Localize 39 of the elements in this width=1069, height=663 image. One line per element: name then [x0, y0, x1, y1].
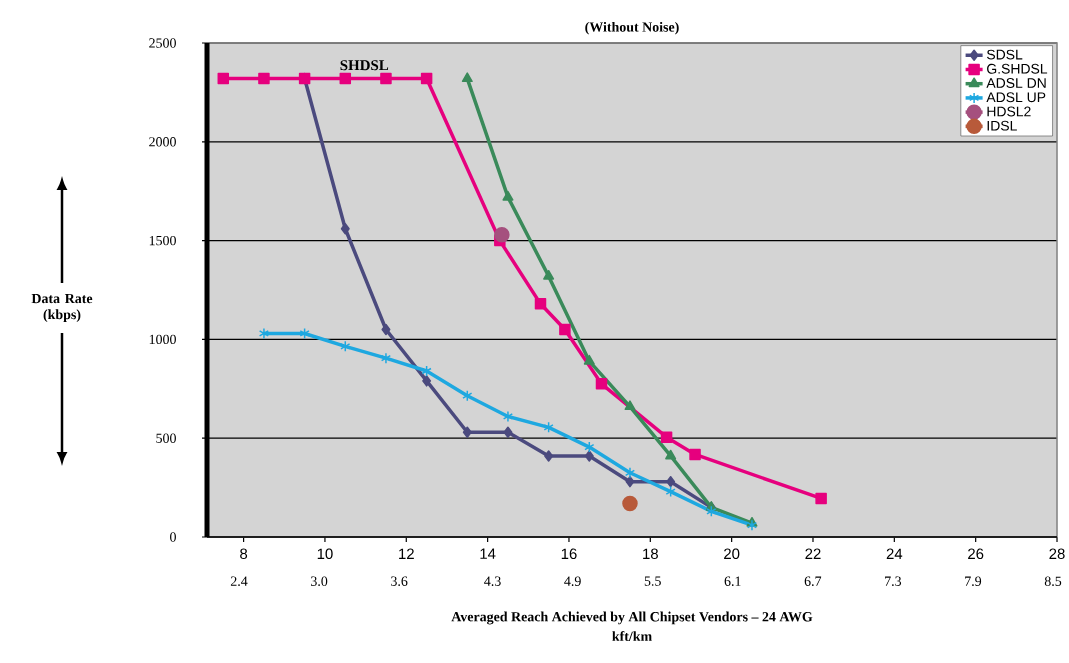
x-tick-label: 18 — [643, 548, 658, 560]
x2-tick-label: 6.7 — [804, 576, 822, 586]
x-tick-label: 28 — [1049, 548, 1065, 560]
legend-label: ADSL DN — [986, 78, 1046, 88]
x2-tick-label: 4.9 — [564, 576, 581, 586]
x2-tick-label: 5.5 — [644, 576, 661, 586]
x2-tick-label: 7.3 — [885, 576, 902, 586]
y-tick-label: 2000 — [149, 137, 176, 147]
x-tick-label: 24 — [886, 548, 903, 559]
x-tick-label: 22 — [805, 548, 821, 559]
x2-tick-label: 7.9 — [965, 576, 982, 586]
x2-tick-label: 6.1 — [724, 576, 741, 586]
x-tick-label: 10 — [317, 548, 333, 560]
y-axis-title: Data Rate (kbps) — [31, 293, 93, 323]
y-tick-label: 1500 — [149, 235, 176, 246]
y-tick-label: 2500 — [149, 38, 176, 48]
x2-tick-label: 3.0 — [311, 576, 328, 586]
x2-tick-label: 4.3 — [484, 576, 501, 586]
annotation: SHDSL — [340, 60, 389, 71]
x2-tick-label: 3.6 — [391, 576, 408, 586]
y-tick-label: 500 — [156, 433, 176, 443]
legend-label: IDSL — [987, 120, 1017, 131]
x2-axis-title: kft/km — [612, 631, 652, 641]
x-tick-label: 16 — [561, 548, 577, 560]
y-tick-label: 1000 — [149, 334, 176, 345]
x-tick-label: 20 — [724, 548, 740, 560]
legend-label: ADSL UP — [986, 92, 1046, 103]
x2-tick-label: 8.5 — [1044, 576, 1062, 586]
x-tick-label: 12 — [399, 548, 414, 559]
chart-title: (Without Noise) — [585, 21, 679, 35]
x-tick-label: 26 — [968, 548, 984, 560]
x2-tick-label: 2.4 — [230, 576, 248, 586]
legend-label: G.SHDSL — [987, 63, 1048, 74]
legend-label: SDSL — [986, 49, 1023, 60]
x-tick-label: 8 — [240, 548, 248, 560]
x-axis-title: Averaged Reach Achieved by All Chipset Vendors – 24 AWG — [451, 611, 813, 625]
y-tick-label: 0 — [170, 532, 176, 542]
legend-label: HDSL2 — [987, 106, 1031, 117]
x-tick-label: 14 — [480, 548, 496, 559]
